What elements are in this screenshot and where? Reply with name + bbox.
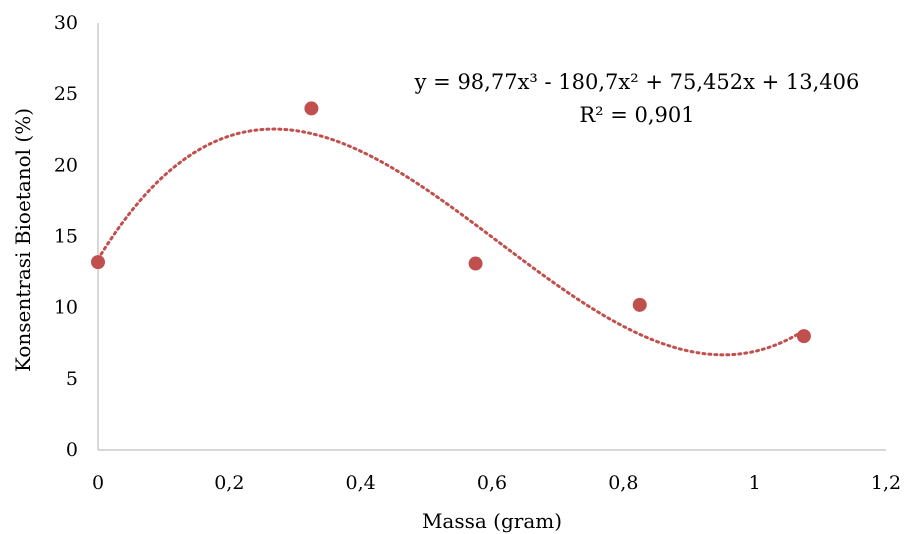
y-tick-label: 25 bbox=[54, 83, 78, 105]
x-tick-label: 0,6 bbox=[477, 472, 507, 494]
trendline bbox=[96, 127, 806, 357]
data-point bbox=[91, 255, 105, 270]
x-tick-label: 0,8 bbox=[608, 472, 638, 494]
x-tick-label: 0 bbox=[92, 472, 104, 494]
data-point bbox=[632, 297, 647, 312]
y-tick-label: 20 bbox=[54, 154, 78, 176]
r-squared-label: R² = 0,901 bbox=[579, 103, 694, 127]
data-points bbox=[91, 101, 811, 344]
y-tick-labels: 0 5 10 15 20 25 30 bbox=[54, 12, 78, 461]
x-tick-label: 0,4 bbox=[346, 472, 376, 494]
data-point bbox=[468, 256, 483, 271]
y-axis-title: Konsentrasi Bioetanol (%) bbox=[11, 108, 35, 372]
x-tick-label: 1,2 bbox=[871, 472, 901, 494]
y-tick-label: 30 bbox=[54, 12, 78, 34]
x-axis-title: Massa (gram) bbox=[422, 509, 562, 533]
y-tick-label: 0 bbox=[66, 439, 78, 461]
y-tick-label: 5 bbox=[66, 368, 78, 390]
x-tick-label: 0,2 bbox=[214, 472, 244, 494]
plot-area bbox=[97, 23, 886, 451]
x-tick-label: 1 bbox=[749, 472, 761, 494]
data-point bbox=[796, 329, 811, 344]
x-tick-labels: 0 0,2 0,4 0,6 0,8 1 1,2 bbox=[92, 472, 901, 494]
trendline-equation: y = 98,77x³ - 180,7x² + 75,452x + 13,406 bbox=[414, 70, 860, 94]
y-tick-label: 15 bbox=[54, 226, 78, 248]
data-point bbox=[304, 101, 319, 116]
y-tick-label: 10 bbox=[54, 297, 78, 319]
